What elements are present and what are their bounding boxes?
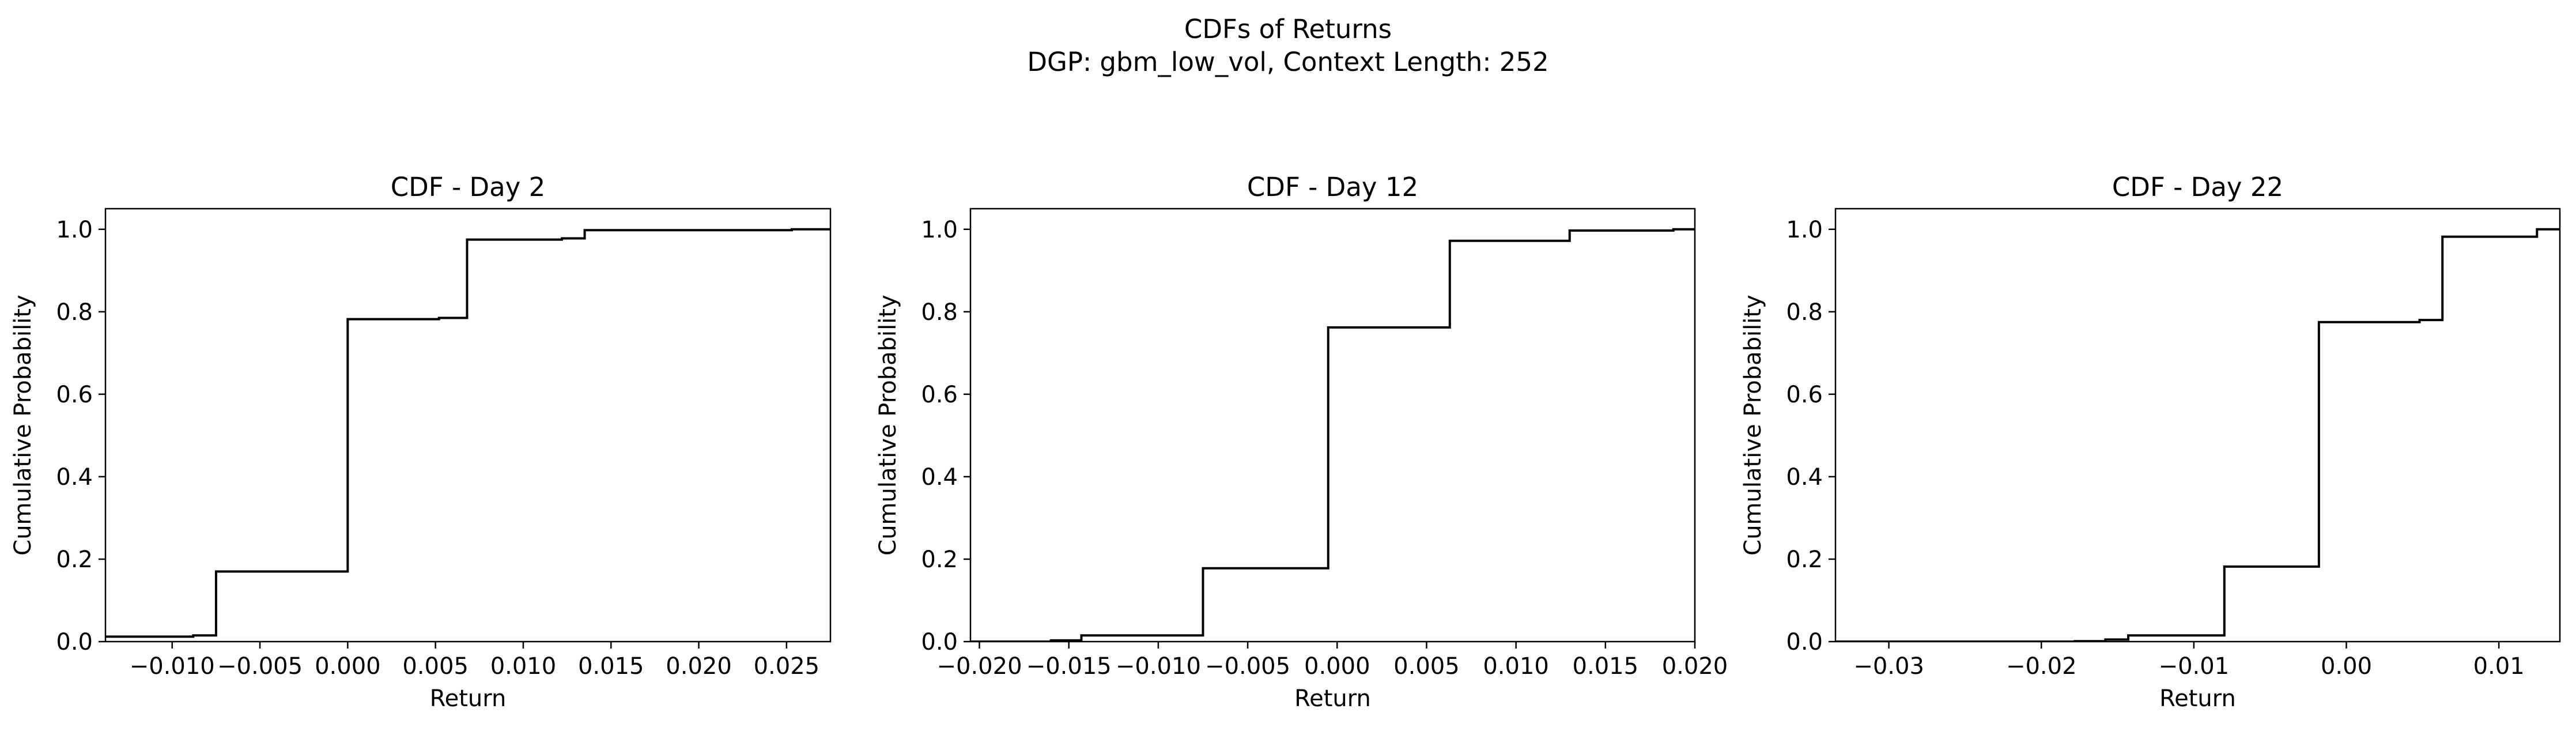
chart-0-xtick-label: 0.020 (666, 653, 732, 680)
chart-2-ylabel: Cumulative Probability (1740, 295, 1766, 555)
chart-0-ytick-label: 0.4 (56, 464, 93, 491)
chart-0-xtick-label: 0.015 (578, 653, 644, 680)
chart-0-title: CDF - Day 2 (391, 172, 546, 202)
chart-1-ytick-label: 0.6 (921, 382, 958, 408)
chart-1-title: CDF - Day 12 (1247, 172, 1418, 202)
chart-2-xlabel: Return (2159, 685, 2236, 712)
chart-1-xtick-label: 0.000 (1304, 653, 1370, 680)
chart-1: CDF - Day 12−0.020 −0.015 −0.010 −0.005 0.00… (875, 172, 1728, 712)
chart-0-xtick-label: 0.025 (754, 653, 820, 680)
chart-2: CDF - Day 22 −0.03 −0.02 −0.01 0.00 0.01 0.0 0.… (1740, 172, 2561, 712)
chart-2-ytick-label: 0.2 (1786, 546, 1823, 573)
chart-2-ytick-label: 1.0 (1786, 217, 1823, 243)
subplots: CDF - Day 2−0.010 −0.005 0.000 0.005 0.010 0.… (10, 172, 2561, 712)
chart-2-xtick-label: 0.00 (2321, 653, 2372, 680)
chart-2-ytick-label: 0.6 (1786, 382, 1823, 408)
chart-1-axes-frame (969, 208, 1696, 643)
chart-2-xtick-label: −0.01 (2159, 653, 2230, 680)
chart-0-ytick-label: 0.0 (56, 629, 93, 655)
chart-2-ytick-label: 0.0 (1786, 629, 1823, 655)
chart-0: CDF - Day 2 −0.010 −0.005 0.000 0.005 0.010 0.… (10, 172, 832, 712)
chart-1-xtick-label: −0.015 (1026, 653, 1112, 680)
chart-0-ytick-label: 0.8 (56, 299, 93, 326)
chart-2-xtick-label: −0.02 (2006, 653, 2077, 680)
chart-2-ytick-label: 0.4 (1786, 464, 1823, 491)
chart-1-ytick-label: 0.4 (921, 464, 958, 491)
chart-2-xtick-label: −0.03 (1853, 653, 1924, 680)
chart-1-xtick-label: −0.005 (1205, 653, 1290, 680)
chart-1-xtick-label: 0.010 (1483, 653, 1549, 680)
chart-1-xtick-label: 0.015 (1573, 653, 1639, 680)
chart-0-xtick-label: 0.005 (402, 653, 469, 680)
chart-1-xtick-label: −0.020 (937, 653, 1022, 680)
chart-0-cdf-line (105, 228, 830, 638)
chart-2-axes-frame (1834, 208, 2561, 643)
chart-1-ytick-label: 0.8 (921, 299, 958, 326)
chart-0-ytick-label: 0.6 (56, 382, 93, 408)
chart-1-xtick-label: 0.020 (1662, 653, 1728, 680)
chart-0-axes-frame (104, 208, 832, 643)
chart-0-xtick-label: 0.000 (315, 653, 381, 680)
figure-title-line1: CDFs of Returns (1184, 14, 1392, 44)
chart-1-xlabel: Return (1294, 685, 1371, 712)
chart-1-ytick-label: 0.2 (921, 546, 958, 573)
chart-2-title: CDF - Day 22 (2112, 172, 2283, 202)
chart-0-ylabel: Cumulative Probability (10, 295, 36, 555)
figure-title-line2: DGP: gbm_low_vol, Context Length: 252 (1027, 47, 1548, 77)
chart-0-ytick-label: 0.2 (56, 546, 93, 573)
chart-0-xlabel: Return (430, 685, 507, 712)
chart-2-ytick-label: 0.8 (1786, 299, 1823, 326)
chart-1-ytick-label: 1.0 (921, 217, 958, 243)
chart-0-xtick-label: −0.005 (217, 653, 303, 680)
chart-0-xtick-label: 0.010 (490, 653, 557, 680)
chart-1-cdf-line (970, 228, 1695, 642)
chart-2-xtick-label: 0.01 (2473, 653, 2525, 680)
chart-1-ytick-label: 0.0 (921, 629, 958, 655)
chart-1-ylabel: Cumulative Probability (875, 295, 901, 555)
chart-1-xtick-label: −0.010 (1116, 653, 1201, 680)
chart-1-xtick-label: 0.005 (1393, 653, 1460, 680)
chart-0-xtick-label: −0.010 (130, 653, 215, 680)
chart-0-ytick-label: 1.0 (56, 217, 93, 243)
